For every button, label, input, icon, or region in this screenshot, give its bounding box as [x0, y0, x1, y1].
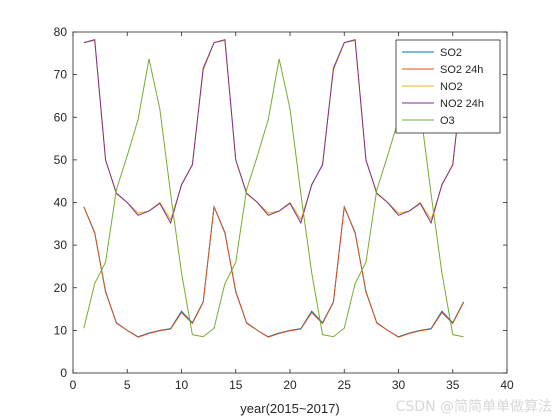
series-line-2	[83, 206, 465, 338]
y-tick-label: 20	[54, 281, 68, 295]
x-axis-label: year(2015~2017)	[240, 401, 339, 416]
x-tick-label: 30	[392, 378, 406, 392]
legend-label: O3	[440, 115, 455, 127]
legend-label: NO2	[440, 81, 463, 93]
axes-layer: 0 5 10 15 20 25 30 35 40 0 10 20 30 40 50 60 70 80	[54, 25, 514, 392]
x-tick-label: 15	[229, 378, 243, 392]
watermark: CSDN @简简单单做算法	[395, 399, 552, 415]
y-tick-label: 30	[54, 238, 68, 252]
x-tick-label: 35	[446, 378, 460, 392]
legend-label: NO2 24h	[440, 98, 484, 110]
y-tick-label: 80	[54, 25, 68, 39]
x-tick-label: 25	[338, 378, 352, 392]
x-tick-label: 0	[70, 378, 77, 392]
legend-label: SO2	[440, 47, 462, 59]
x-tick-label: 40	[500, 378, 514, 392]
series-line-4	[83, 39, 465, 225]
y-tick-label: 50	[54, 153, 68, 167]
y-tick-label: 0	[60, 366, 67, 380]
legend-label: SO2 24h	[440, 64, 483, 76]
y-tick-label: 60	[54, 110, 68, 124]
y-tick-label: 40	[54, 196, 68, 210]
y-tick-label: 70	[54, 68, 68, 82]
x-tick-label: 20	[283, 378, 297, 392]
y-tick-label: 10	[54, 323, 68, 337]
x-tick-label: 5	[124, 378, 131, 392]
legend: SO2 SO2 24h NO2 NO2 24h O3	[395, 39, 501, 134]
x-tick-label: 10	[175, 378, 189, 392]
